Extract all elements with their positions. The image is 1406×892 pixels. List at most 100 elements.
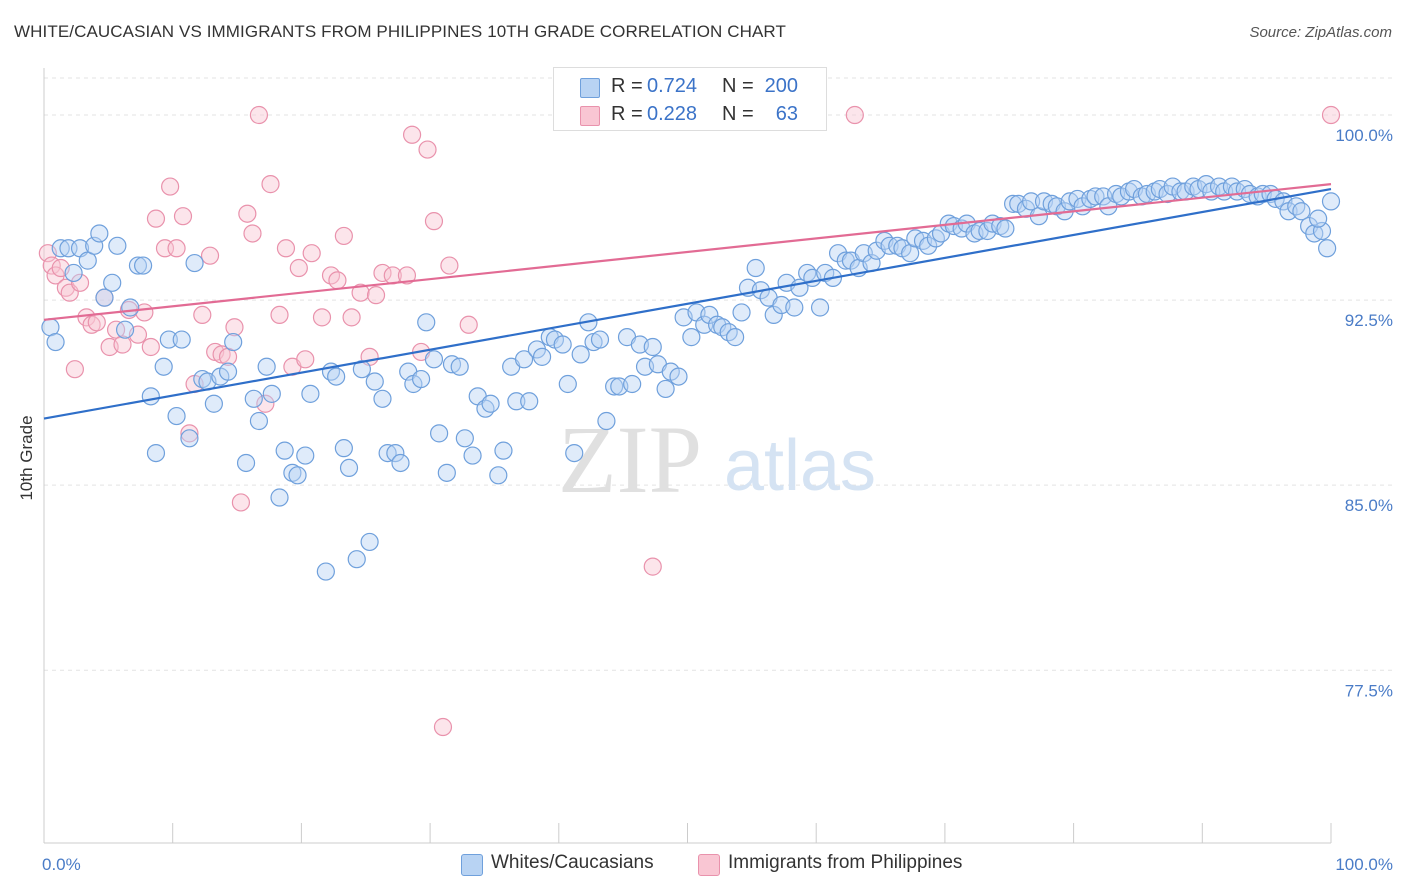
point-whites xyxy=(296,446,315,465)
point-whites xyxy=(301,384,320,403)
point-philippines xyxy=(433,717,453,737)
point-whites xyxy=(159,330,178,349)
point-whites xyxy=(115,320,135,339)
swatch-pink xyxy=(580,106,600,126)
point-philippines xyxy=(243,224,262,243)
point-whites xyxy=(520,392,539,411)
point-whites xyxy=(437,463,456,482)
point-whites xyxy=(514,350,534,369)
point-whites xyxy=(1292,202,1311,221)
point-whites xyxy=(450,357,469,376)
y-tick-labels: 77.5% 85.0% 92.5% 100.0% xyxy=(1335,126,1393,700)
point-whites xyxy=(334,439,353,458)
point-whites xyxy=(732,303,751,322)
point-whites xyxy=(489,466,508,485)
point-whites xyxy=(236,453,256,473)
watermark: ZIP atlas xyxy=(558,406,876,513)
watermark-zip: ZIP xyxy=(558,406,702,513)
n-label: N = xyxy=(722,75,754,97)
point-whites xyxy=(764,305,783,325)
point-philippines xyxy=(424,212,444,231)
r-value: 0.724 xyxy=(647,75,698,97)
point-philippines xyxy=(289,258,308,278)
point-whites xyxy=(565,443,584,463)
point-whites xyxy=(204,394,223,413)
point-philippines xyxy=(270,305,289,325)
point-whites xyxy=(288,466,307,485)
point-whites xyxy=(365,372,384,391)
legend-label: Immigrants from Philippines xyxy=(728,852,963,873)
point-whites xyxy=(656,379,675,399)
point-philippines xyxy=(161,177,180,196)
point-whites xyxy=(430,424,449,443)
point-whites xyxy=(386,443,405,463)
point-whites xyxy=(224,332,243,352)
point-whites xyxy=(249,411,269,431)
y-tick-label: 100.0% xyxy=(1335,126,1393,145)
r-label: R = xyxy=(611,103,643,125)
point-whites xyxy=(108,236,127,255)
chart-source: Source: ZipAtlas.com xyxy=(1249,24,1392,41)
point-philippines xyxy=(397,266,417,285)
point-whites xyxy=(128,256,148,275)
point-philippines xyxy=(328,271,347,290)
point-philippines xyxy=(231,493,251,512)
stats-row-whites: R = 0.724 N = 200 xyxy=(554,72,826,100)
x-tick-labels: 0.0% 100.0% xyxy=(42,855,1393,874)
point-philippines xyxy=(351,283,370,302)
point-whites xyxy=(571,345,590,364)
y-tick-label: 85.0% xyxy=(1345,496,1393,515)
point-whites xyxy=(494,441,513,460)
point-whites xyxy=(726,328,745,347)
point-philippines xyxy=(334,226,353,246)
point-philippines xyxy=(193,305,212,325)
point-whites xyxy=(327,367,346,386)
point-whites xyxy=(133,256,153,275)
point-whites xyxy=(180,429,199,448)
r-label: R = xyxy=(611,75,643,97)
series-immigrants-philippines xyxy=(38,105,1341,737)
axes xyxy=(43,68,1332,844)
n-value: 200 xyxy=(764,75,798,97)
point-whites xyxy=(103,273,122,292)
point-whites xyxy=(121,298,140,317)
point-philippines xyxy=(249,105,269,125)
point-whites xyxy=(339,458,359,478)
legend-swatch-pink xyxy=(698,854,720,876)
point-whites xyxy=(373,389,392,408)
point-whites xyxy=(1086,187,1105,206)
point-whites xyxy=(185,253,204,273)
point-whites xyxy=(257,357,276,376)
point-philippines xyxy=(1321,105,1341,125)
point-philippines xyxy=(459,315,478,334)
point-whites xyxy=(51,239,70,258)
point-whites xyxy=(391,453,410,473)
point-philippines xyxy=(296,350,315,369)
point-whites xyxy=(669,367,688,386)
point-philippines xyxy=(312,308,332,327)
point-philippines xyxy=(366,286,386,305)
point-whites xyxy=(141,387,160,406)
point-whites xyxy=(417,313,436,332)
point-philippines xyxy=(402,125,422,144)
point-whites xyxy=(411,369,431,389)
point-whites xyxy=(455,429,474,448)
point-whites xyxy=(605,377,624,396)
point-whites xyxy=(270,488,289,507)
n-value: 63 xyxy=(775,103,798,125)
legend-label: Whites/Caucasians xyxy=(491,852,654,873)
point-whites xyxy=(90,224,109,243)
point-whites xyxy=(95,288,114,307)
point-whites xyxy=(507,392,526,411)
point-whites xyxy=(700,305,719,325)
point-philippines xyxy=(141,337,160,357)
y-tick-label: 92.5% xyxy=(1345,311,1393,330)
point-whites xyxy=(919,236,938,255)
point-whites xyxy=(167,406,186,426)
trend-lines xyxy=(43,183,1332,420)
point-whites xyxy=(785,298,804,317)
point-whites xyxy=(996,219,1015,238)
point-whites xyxy=(1022,192,1041,211)
point-philippines xyxy=(225,318,244,337)
point-whites xyxy=(481,394,500,413)
